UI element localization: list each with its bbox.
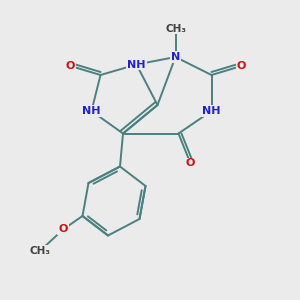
Text: CH₃: CH₃: [30, 245, 51, 256]
Text: O: O: [66, 61, 75, 71]
Text: O: O: [186, 158, 195, 169]
Text: CH₃: CH₃: [165, 23, 186, 34]
Text: NH: NH: [127, 59, 146, 70]
Text: NH: NH: [82, 106, 101, 116]
Text: O: O: [58, 224, 68, 235]
Text: O: O: [237, 61, 246, 71]
Text: NH: NH: [202, 106, 221, 116]
Text: N: N: [171, 52, 180, 62]
